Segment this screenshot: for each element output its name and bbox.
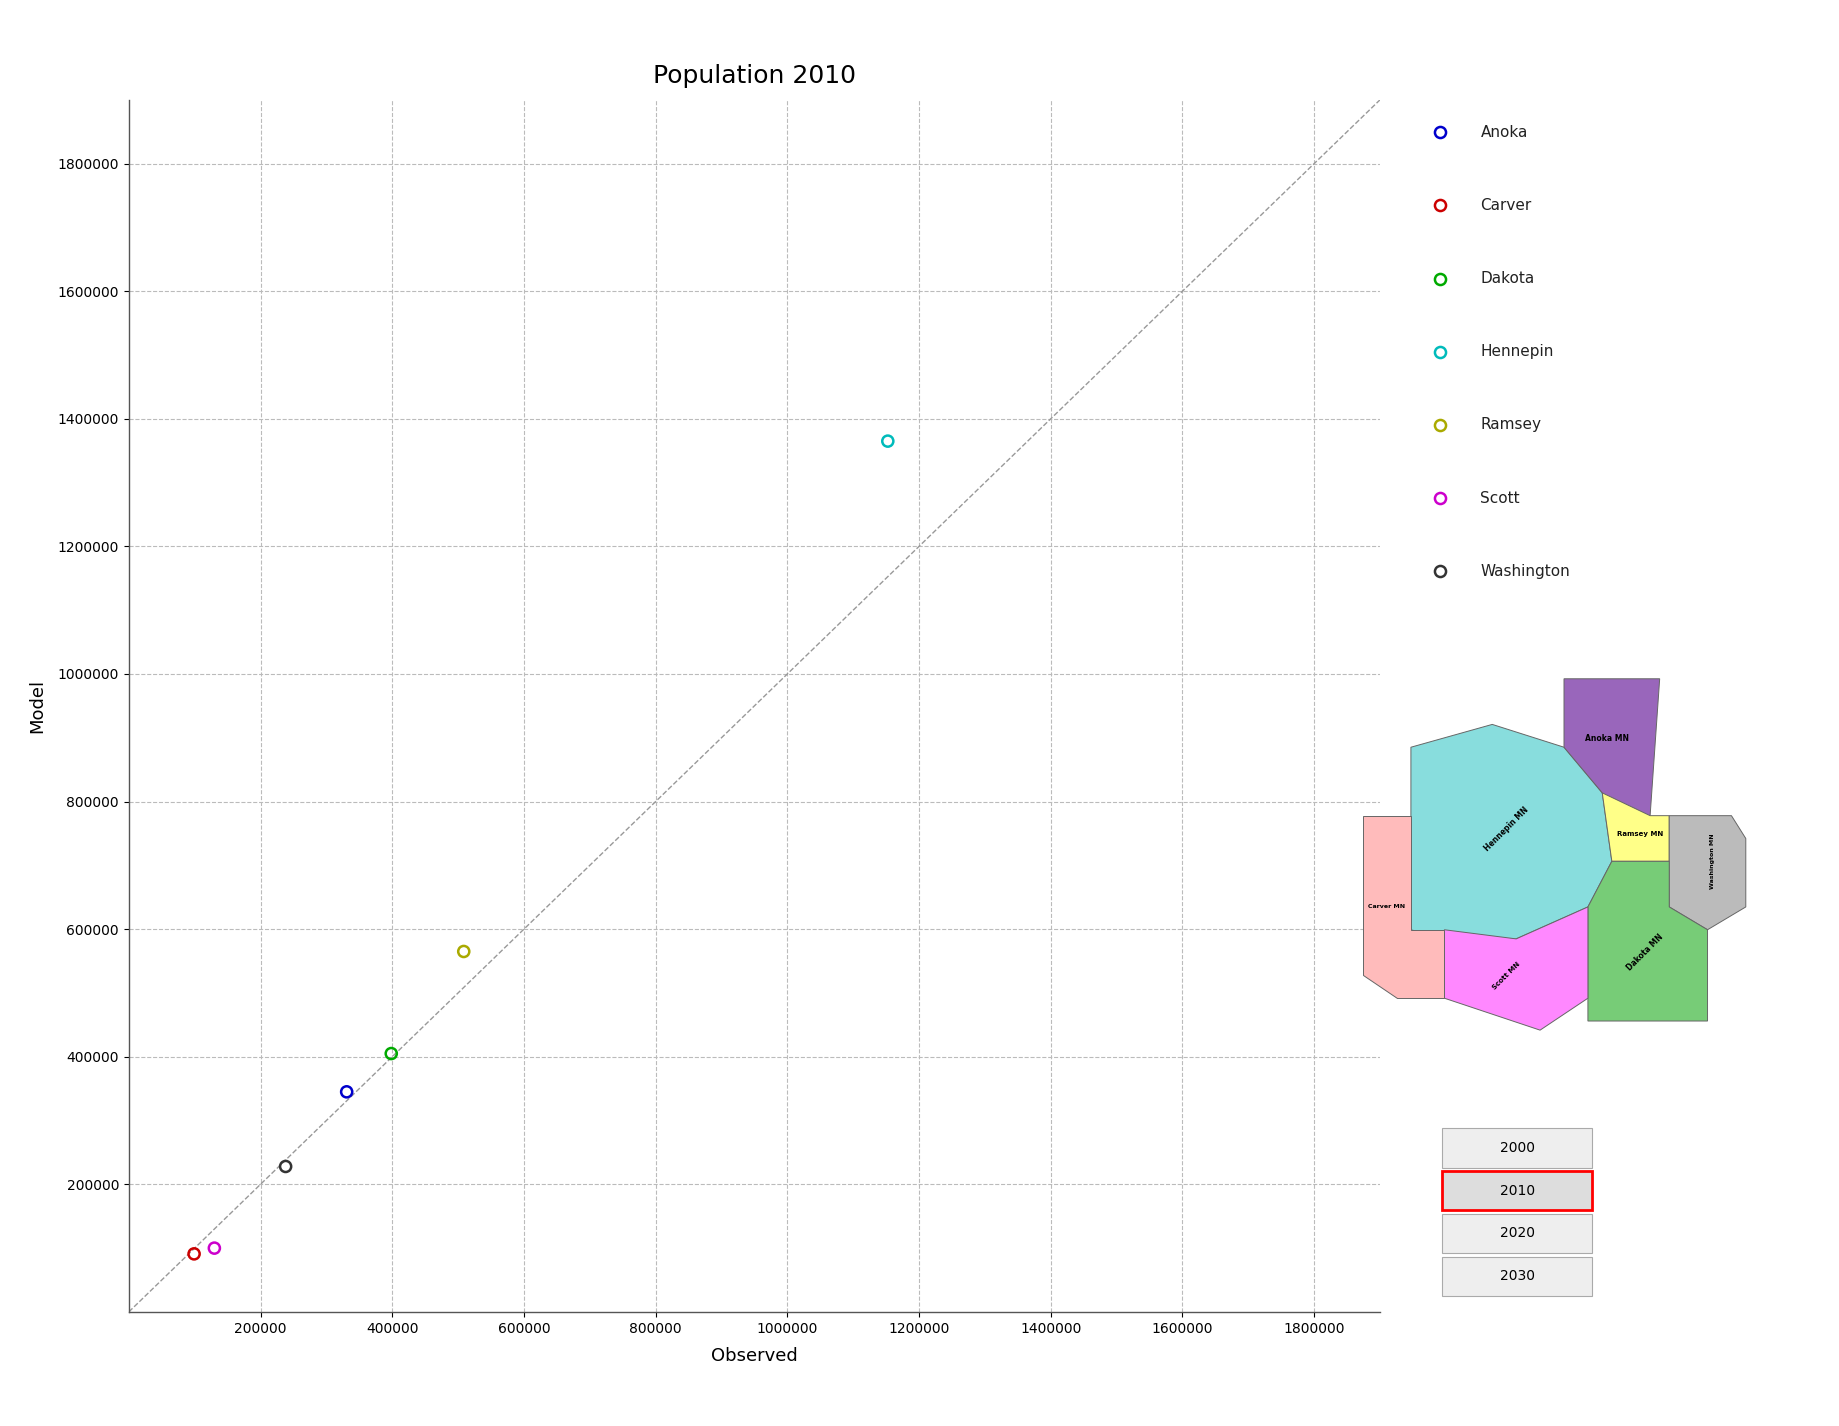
Text: Washington: Washington	[1480, 563, 1569, 579]
Point	[874, 429, 903, 452]
Text: Scott: Scott	[1480, 491, 1519, 506]
Text: Dakota MN: Dakota MN	[1624, 933, 1664, 973]
Text: 2000: 2000	[1499, 1141, 1534, 1155]
Text: Hennepin MN: Hennepin MN	[1482, 806, 1530, 853]
Text: Carver MN: Carver MN	[1368, 904, 1405, 910]
Text: Anoka MN: Anoka MN	[1583, 733, 1628, 743]
Text: Dakota: Dakota	[1480, 271, 1534, 287]
Text: 2020: 2020	[1499, 1226, 1534, 1241]
Point	[331, 1081, 360, 1104]
Polygon shape	[1587, 861, 1707, 1021]
Text: 2010: 2010	[1499, 1184, 1534, 1198]
Point	[377, 1042, 406, 1065]
Polygon shape	[1411, 724, 1611, 938]
FancyBboxPatch shape	[1442, 1128, 1591, 1168]
Text: Ramsey: Ramsey	[1480, 418, 1541, 432]
Text: Washington MN: Washington MN	[1708, 833, 1714, 890]
X-axis label: Observed: Observed	[710, 1346, 798, 1365]
FancyBboxPatch shape	[1442, 1256, 1591, 1296]
Point	[449, 940, 478, 963]
Point	[270, 1155, 300, 1178]
Text: Hennepin: Hennepin	[1480, 344, 1552, 359]
Polygon shape	[1563, 679, 1659, 816]
Text: Anoka: Anoka	[1480, 125, 1526, 140]
Point	[178, 1242, 208, 1265]
Point	[200, 1236, 230, 1259]
Title: Population 2010: Population 2010	[653, 64, 855, 88]
Text: 2030: 2030	[1499, 1269, 1534, 1283]
Polygon shape	[1668, 816, 1745, 930]
Polygon shape	[1444, 907, 1587, 1030]
FancyBboxPatch shape	[1442, 1171, 1591, 1211]
Text: Carver: Carver	[1480, 198, 1530, 212]
Polygon shape	[1602, 793, 1668, 861]
Text: Ramsey MN: Ramsey MN	[1616, 831, 1662, 837]
Polygon shape	[1363, 816, 1444, 998]
Y-axis label: Model: Model	[28, 679, 46, 733]
FancyBboxPatch shape	[1442, 1214, 1591, 1253]
Text: Scott MN: Scott MN	[1491, 961, 1521, 990]
